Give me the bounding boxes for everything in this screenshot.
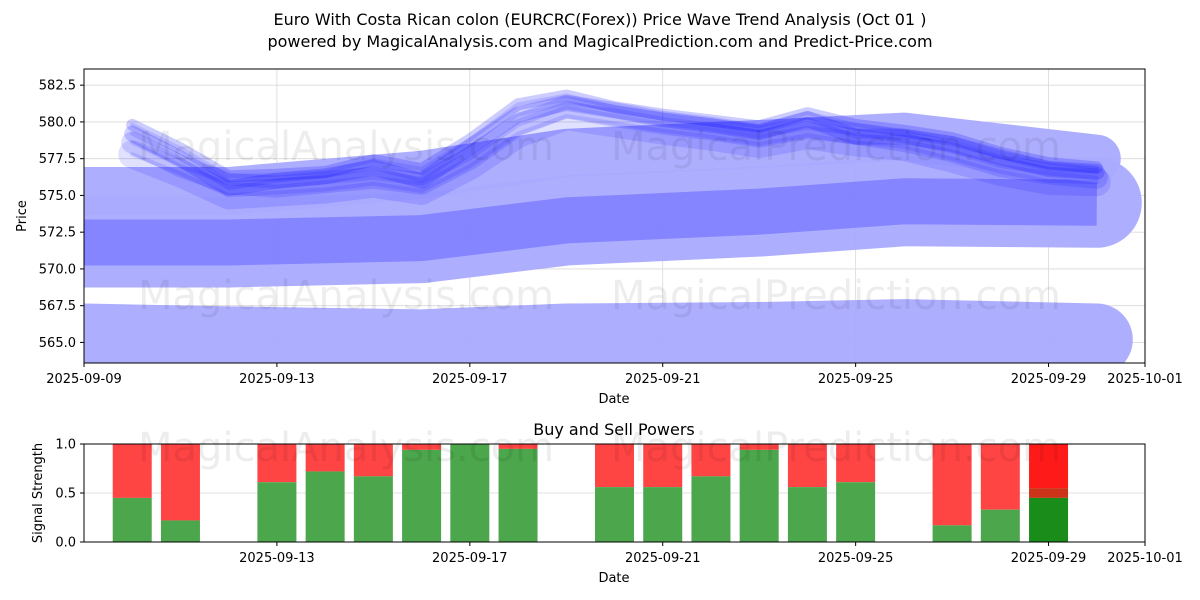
watermark-bottom: MagicalAnalysis.com MagicalPrediction.com [138, 425, 1061, 471]
watermark-text: MagicalAnalysis.com [138, 273, 554, 319]
signal-y-tick-label: 0.5 [55, 487, 76, 502]
price-wave-line [118, 102, 1111, 210]
price-wave-core [130, 114, 1099, 198]
price-x-tick-label: 2025-09-17 [432, 372, 508, 387]
price-x-ticks: 2025-09-09 2025-09-13 2025-09-17 2025-09-21… [46, 363, 1183, 387]
watermark-text: MagicalPrediction.com [611, 425, 1061, 471]
buy-bar [595, 487, 634, 542]
sell-bar [257, 444, 297, 483]
signal-x-label: Date [598, 571, 629, 586]
price-y-tick-label: 582.5 [39, 79, 76, 94]
price-x-tick-label: 2025-09-13 [239, 372, 315, 387]
sell-bar [112, 444, 152, 498]
price-x-tick-label: 2025-09-09 [46, 372, 122, 387]
price-band-line [84, 112, 1121, 215]
signal-chart-title: Buy and Sell Powers [533, 420, 695, 439]
signal-x-tick-label: 2025-09-25 [818, 551, 894, 566]
buy-bar [305, 471, 345, 542]
sell-bar [160, 444, 200, 521]
price-x-tick-label: 2025-10-01 [1107, 372, 1183, 387]
sell-bar [691, 444, 731, 477]
signal-bars [112, 444, 1069, 542]
price-y-tick-label: 580.0 [39, 115, 76, 130]
watermark-text: MagicalPrediction.com [611, 273, 1061, 319]
buy-bar [257, 482, 297, 542]
price-y-tick-label: 575.0 [39, 189, 76, 204]
buy-bar [160, 520, 200, 542]
sell-bar [353, 444, 393, 477]
price-plot-frame [83, 68, 1146, 364]
price-y-tick-label: 577.5 [39, 152, 76, 167]
signal-x-tick-label: 2025-09-29 [1011, 551, 1087, 566]
sell-bar [498, 444, 538, 449]
signal-x-ticks: 2025-09-13 2025-09-17 2025-09-21 2025-09-25… [239, 542, 1183, 566]
buy-bar [498, 448, 538, 542]
watermark-top: MagicalAnalysis.com MagicalPrediction.com… [138, 124, 1061, 319]
mixed-bar [1029, 488, 1069, 498]
chart-subtitle: powered by MagicalAnalysis.com and Magic… [267, 32, 933, 51]
signal-x-tick-label: 2025-09-13 [239, 551, 315, 566]
price-y-tick-label: 570.0 [39, 262, 76, 277]
sell-bar [980, 444, 1020, 510]
signal-x-tick-label: 2025-10-01 [1107, 551, 1183, 566]
sell-bar [1029, 444, 1069, 489]
price-y-tick-label: 567.5 [39, 299, 76, 314]
price-wave-core [130, 100, 1099, 191]
price-wave-core [130, 93, 1099, 179]
buy-bar [739, 449, 779, 542]
price-wave-line [124, 94, 1105, 197]
sell-bar [739, 444, 779, 450]
price-y-tick-label: 572.5 [39, 226, 76, 241]
buy-bar [450, 444, 490, 542]
price-wave-line [121, 96, 1108, 198]
buy-bar [836, 482, 876, 542]
buy-bar [402, 449, 442, 542]
signal-y-tick-label: 0.0 [55, 536, 76, 551]
buy-bar [643, 487, 683, 542]
buy-bar [932, 525, 972, 542]
sell-bar [402, 444, 442, 450]
watermark-text: MagicalAnalysis.com [138, 124, 554, 170]
sell-bar [305, 444, 345, 472]
buy-bar [353, 476, 393, 542]
price-y-label: Price [15, 200, 30, 232]
signal-x-tick-label: 2025-09-17 [432, 551, 508, 566]
chart-title: Euro With Costa Rican colon (EURCRC(Fore… [273, 10, 927, 29]
buy-bar [1029, 497, 1069, 542]
signal-y-tick-label: 1.0 [55, 438, 76, 453]
buy-bar [112, 497, 152, 542]
price-wave-core [130, 105, 1099, 189]
price-x-tick-label: 2025-09-21 [625, 372, 701, 387]
price-x-tick-label: 2025-09-25 [818, 372, 894, 387]
price-band-line [84, 178, 1097, 266]
price-y-tick-label: 565.0 [39, 336, 76, 351]
sell-bar [932, 444, 972, 526]
sell-bar [836, 444, 876, 483]
buy-bar [980, 509, 1020, 542]
price-bands [84, 112, 1142, 363]
buy-bar [787, 487, 827, 542]
signal-x-tick-label: 2025-09-21 [625, 551, 701, 566]
sell-bar [595, 444, 634, 488]
price-x-tick-label: 2025-09-29 [1011, 372, 1087, 387]
buy-bar [691, 476, 731, 542]
signal-y-label: Signal Strength [31, 443, 46, 543]
sell-bar [787, 444, 827, 488]
price-band-line [84, 299, 1133, 363]
price-x-label: Date [598, 392, 629, 407]
watermark-text: MagicalAnalysis.com [138, 425, 554, 471]
watermark-text: MagicalPrediction.com [611, 124, 1061, 170]
price-wave-line [126, 89, 1103, 183]
price-waves [118, 89, 1111, 210]
signal-y-ticks: 0.0 0.5 1.0 [55, 438, 84, 551]
sell-bar [643, 444, 683, 488]
price-y-ticks: 565.0 567.5 570.0 572.5 575.0 577.5 580.0 582.5 [39, 79, 84, 351]
